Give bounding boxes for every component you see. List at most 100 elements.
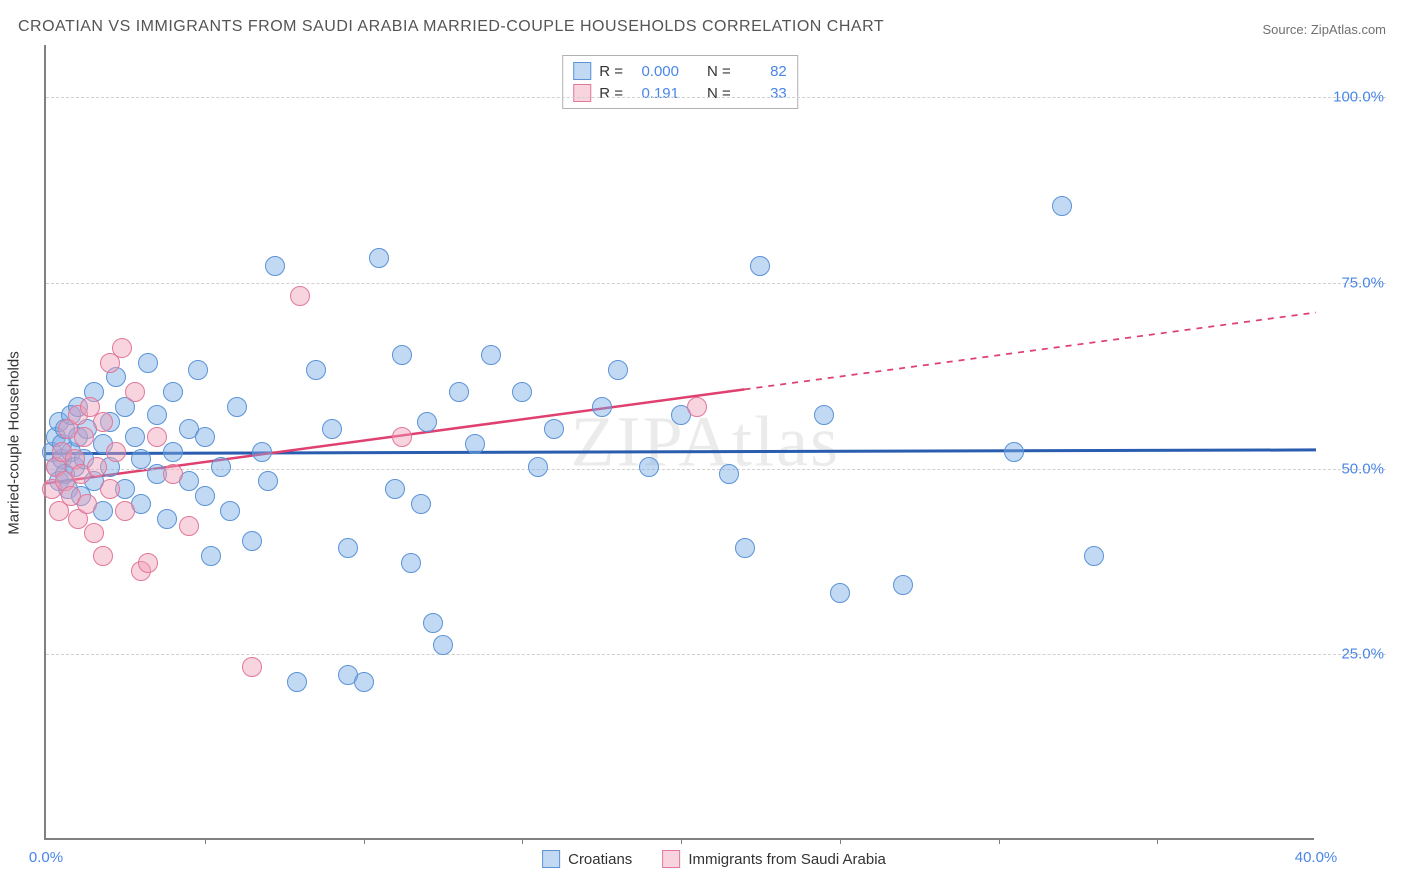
legend-row: R = 0.000 N = 82 <box>573 60 787 82</box>
data-point <box>84 523 104 543</box>
trend-line <box>46 450 1316 454</box>
gridline <box>46 97 1386 98</box>
data-point <box>735 538 755 558</box>
data-point <box>179 516 199 536</box>
data-point <box>449 382 469 402</box>
y-tick-label: 75.0% <box>1324 274 1384 291</box>
data-point <box>195 486 215 506</box>
data-point <box>138 553 158 573</box>
data-point <box>195 427 215 447</box>
trend-lines <box>46 45 1316 840</box>
legend-swatch <box>542 850 560 868</box>
x-tick-mark <box>681 838 682 844</box>
legend-n-value: 82 <box>739 63 787 80</box>
data-point <box>385 479 405 499</box>
data-point <box>125 382 145 402</box>
data-point <box>93 412 113 432</box>
data-point <box>512 382 532 402</box>
x-tick-mark <box>1157 838 1158 844</box>
source-label: Source: ZipAtlas.com <box>1262 22 1386 37</box>
y-tick-label: 100.0% <box>1324 89 1384 106</box>
legend-item: Croatians <box>542 850 632 868</box>
data-point <box>163 382 183 402</box>
x-tick-mark <box>840 838 841 844</box>
x-tick-label: 0.0% <box>29 849 63 866</box>
data-point <box>100 479 120 499</box>
data-point <box>338 538 358 558</box>
data-point <box>138 353 158 373</box>
data-point <box>1084 546 1104 566</box>
data-point <box>106 442 126 462</box>
data-point <box>893 575 913 595</box>
data-point <box>220 501 240 521</box>
data-point <box>687 397 707 417</box>
data-point <box>750 256 770 276</box>
data-point <box>369 248 389 268</box>
data-point <box>258 471 278 491</box>
data-point <box>639 457 659 477</box>
data-point <box>163 442 183 462</box>
data-point <box>125 427 145 447</box>
data-point <box>392 345 412 365</box>
gridline <box>46 469 1386 470</box>
legend-r-value: 0.191 <box>631 85 679 102</box>
legend-n-label: N = <box>707 63 731 80</box>
legend-swatch <box>573 84 591 102</box>
data-point <box>131 449 151 469</box>
trend-line-extrapolated <box>745 312 1317 389</box>
data-point <box>1004 442 1024 462</box>
data-point <box>322 419 342 439</box>
data-point <box>87 457 107 477</box>
x-tick-mark <box>205 838 206 844</box>
y-tick-label: 50.0% <box>1324 460 1384 477</box>
data-point <box>242 657 262 677</box>
series-legend: Croatians Immigrants from Saudi Arabia <box>542 850 886 868</box>
data-point <box>287 672 307 692</box>
data-point <box>814 405 834 425</box>
data-point <box>719 464 739 484</box>
data-point <box>608 360 628 380</box>
data-point <box>481 345 501 365</box>
plot-area: ZIPAtlas R =0.000N =82R =0.191N =33 25.0… <box>44 45 1314 840</box>
data-point <box>242 531 262 551</box>
legend-swatch <box>662 850 680 868</box>
data-point <box>1052 196 1072 216</box>
legend-r-value: 0.000 <box>631 63 679 80</box>
data-point <box>74 427 94 447</box>
legend-label: Croatians <box>568 851 632 868</box>
data-point <box>392 427 412 447</box>
data-point <box>290 286 310 306</box>
data-point <box>433 635 453 655</box>
data-point <box>112 338 132 358</box>
data-point <box>830 583 850 603</box>
data-point <box>147 405 167 425</box>
data-point <box>115 501 135 521</box>
legend-row: R =0.191N =33 <box>573 82 787 104</box>
x-tick-label: 40.0% <box>1295 849 1338 866</box>
data-point <box>423 613 443 633</box>
data-point <box>411 494 431 514</box>
data-point <box>528 457 548 477</box>
data-point <box>252 442 272 462</box>
data-point <box>93 546 113 566</box>
data-point <box>77 494 97 514</box>
legend-n-value: 33 <box>739 85 787 102</box>
data-point <box>201 546 221 566</box>
data-point <box>544 419 564 439</box>
data-point <box>401 553 421 573</box>
y-tick-label: 25.0% <box>1324 646 1384 663</box>
legend-swatch <box>573 62 591 80</box>
correlation-legend: R =0.000N =82R =0.191N =33 <box>562 55 798 109</box>
data-point <box>465 434 485 454</box>
data-point <box>592 397 612 417</box>
legend-item: Immigrants from Saudi Arabia <box>662 850 886 868</box>
legend-label: Immigrants from Saudi Arabia <box>688 851 886 868</box>
legend-r-label: R = <box>599 63 623 80</box>
x-tick-mark <box>364 838 365 844</box>
data-point <box>306 360 326 380</box>
data-point <box>147 427 167 447</box>
gridline <box>46 654 1386 655</box>
data-point <box>188 360 208 380</box>
legend-r-label: R = <box>599 85 623 102</box>
y-axis-label: Married-couple Households <box>6 351 23 534</box>
